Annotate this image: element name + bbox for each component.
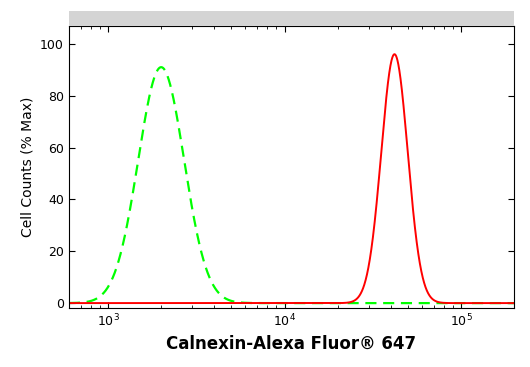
X-axis label: Calnexin-Alexa Fluor® 647: Calnexin-Alexa Fluor® 647 xyxy=(166,335,417,353)
Y-axis label: Cell Counts (% Max): Cell Counts (% Max) xyxy=(21,97,34,237)
